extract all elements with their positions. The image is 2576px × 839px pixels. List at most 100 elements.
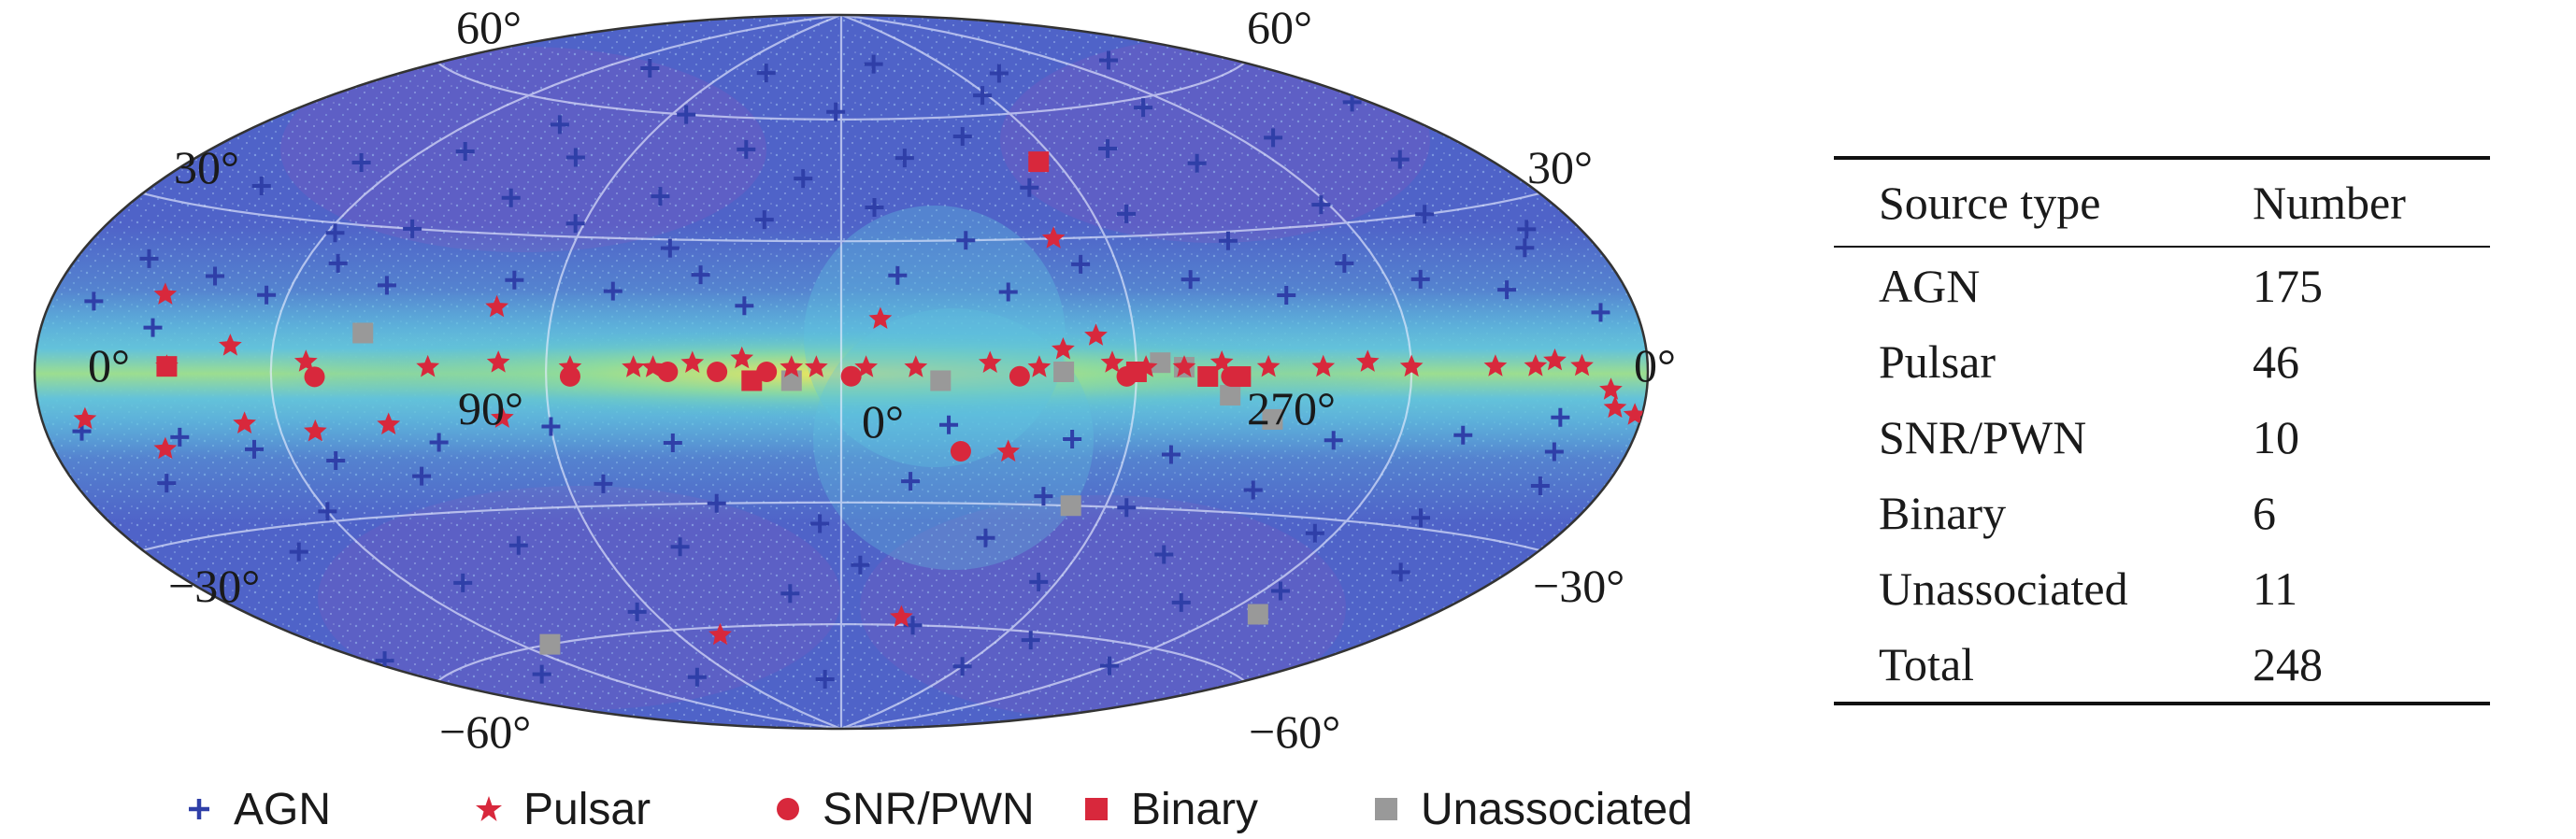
lat-label-0-right: 0° [1634, 339, 1676, 391]
galactic-sky-map [33, 13, 1650, 731]
plus-marker-icon [189, 799, 209, 819]
marker-unassociated [1060, 495, 1081, 517]
table-cell-type: Pulsar [1879, 334, 1996, 388]
marker-agn [429, 433, 449, 452]
marker-pulsar [1603, 395, 1627, 419]
marker-unassociated [1247, 604, 1268, 625]
legend-item-unassociated: Unassociated [1365, 783, 1693, 835]
marker-pulsar [73, 406, 97, 430]
marker-agn [794, 169, 813, 189]
marker-pulsar [1355, 349, 1380, 372]
legend-label-pulsar: Pulsar [523, 784, 651, 834]
table-header-row: Source type Number [1834, 156, 2490, 248]
marker-agn [455, 141, 475, 161]
marker-agn [1453, 425, 1473, 445]
marker-pulsar [1543, 348, 1567, 371]
marker-agn [325, 223, 345, 243]
lat-label-60-top-left: 60° [456, 1, 522, 53]
marker-agn [1335, 253, 1354, 273]
marker-pulsar [996, 439, 1021, 462]
marker-pulsar [868, 306, 893, 329]
marker-agn [663, 434, 682, 453]
marker-agn [756, 64, 776, 83]
marker-unassociated [780, 370, 802, 391]
marker-pulsar [1623, 403, 1647, 425]
marker-agn [1410, 269, 1430, 289]
table-cell-type: Binary [1879, 486, 2007, 539]
marker-agn [707, 493, 726, 513]
marker-pulsar [780, 355, 804, 377]
marker-agn [289, 542, 308, 562]
marker-pulsar [293, 349, 318, 372]
table-cell-number: 10 [2253, 410, 2299, 463]
marker-agn [939, 415, 959, 434]
marker-agn [1099, 50, 1119, 70]
marker-agn [956, 231, 976, 250]
star-marker-icon [476, 796, 502, 821]
marker-pulsar [1084, 323, 1108, 346]
marker-agn [318, 502, 337, 521]
marker-agn [780, 584, 800, 604]
marker-pulsar [978, 350, 1002, 373]
table-cell-type: Unassociated [1879, 562, 2128, 615]
marker-agn [687, 667, 707, 687]
marker-agn [206, 266, 225, 286]
marker-agn [541, 417, 561, 436]
marker-pulsar [416, 354, 440, 377]
marker-binary [1230, 366, 1252, 388]
marker-pulsar [486, 350, 510, 373]
marker-unassociated [1220, 385, 1241, 406]
table-cell-number: 11 [2253, 562, 2298, 615]
legend-label-agn: AGN [234, 784, 332, 834]
marker-agn [245, 439, 265, 459]
marker-binary [1197, 365, 1219, 387]
marker-agn [1021, 631, 1040, 650]
marker-pulsar [1399, 354, 1424, 377]
marker-agn [1117, 204, 1137, 223]
table-cell-number: 248 [2253, 626, 2490, 705]
marker-agn [139, 249, 159, 268]
marker-agn [1270, 581, 1290, 601]
marker-pulsar [1483, 354, 1508, 377]
marker-agn [501, 188, 521, 207]
lat-label-minus30-left: −30° [168, 560, 261, 612]
marker-pulsar [805, 355, 828, 377]
marker-agn [952, 127, 972, 147]
marker-agn [815, 670, 835, 689]
column-header-number: Number [2253, 156, 2490, 248]
marker-agn [170, 427, 190, 447]
marker-agn [84, 292, 104, 311]
marker-agn [670, 537, 690, 557]
marker-agn [894, 149, 914, 168]
marker-agn [1154, 545, 1174, 564]
marker-agn [594, 474, 613, 493]
marker-agn [550, 115, 569, 135]
marker-agn [1517, 220, 1537, 239]
marker-agn [565, 148, 585, 167]
marker-pulsar [730, 346, 754, 369]
marker-agn [1390, 149, 1410, 169]
marker-agn [754, 210, 774, 230]
marker-unassociated [1053, 362, 1075, 382]
legend-label-binary: Binary [1131, 784, 1259, 834]
marker-agn [691, 265, 710, 285]
lon-label-0: 0° [862, 395, 904, 448]
marker-pulsar [904, 355, 928, 377]
lat-label-minus60-left: −60° [439, 705, 532, 758]
marker-agn [1311, 195, 1331, 215]
marker-agn [1551, 407, 1570, 427]
marker-agn [976, 528, 995, 547]
marker-agn [412, 466, 432, 486]
marker-agn [1161, 445, 1181, 464]
marker-agn [1063, 430, 1082, 449]
table-cell-number: 175 [2253, 259, 2323, 312]
marker-snr-pwn [304, 366, 325, 388]
marker-agn [651, 187, 670, 206]
legend-item-agn: AGN [178, 783, 331, 835]
marker-agn [1181, 270, 1200, 290]
table-row-total: Total 248 [1834, 626, 2490, 705]
longitude-gridline [544, 15, 842, 729]
marker-agn [1218, 231, 1238, 250]
table-cell-type: SNR/PWN [1879, 410, 2087, 463]
gray-square-marker-icon [1375, 798, 1397, 820]
